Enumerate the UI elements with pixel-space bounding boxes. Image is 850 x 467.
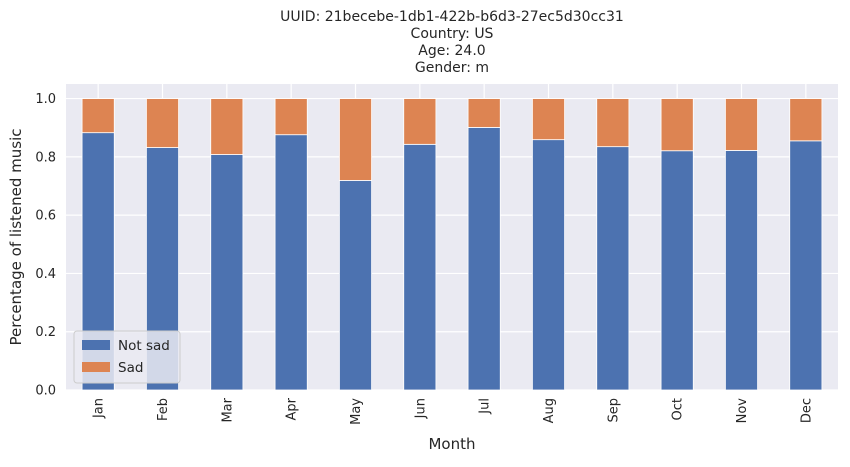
legend-swatch-not-sad: [82, 340, 110, 350]
title-line-gender: Gender: m: [415, 60, 489, 76]
chart-title: UUID: 21becebe-1db1-422b-b6d3-27ec5d30cc…: [280, 9, 624, 76]
bar-not-sad-nov: [725, 150, 758, 391]
x-tick-label: Oct: [671, 398, 686, 420]
x-tick-labels: Jan Feb Mar Apr May Jun Jul Aug Sep Oct Nov Dec: [92, 397, 815, 425]
legend-swatch-sad: [82, 362, 110, 372]
bar-sad-may: [339, 98, 372, 181]
x-tick-label: Apr: [285, 397, 300, 420]
x-tick-label: May: [349, 398, 364, 425]
bar-sad-dec: [789, 98, 823, 142]
x-tick-label: Mar: [220, 397, 235, 422]
bar-not-sad-aug: [532, 139, 565, 391]
bars: [81, 98, 823, 391]
y-tick-label: 0.8: [35, 150, 56, 165]
bar-not-sad-may: [339, 180, 372, 391]
x-axis-label: Month: [428, 435, 475, 453]
bar-not-sad-oct: [660, 150, 694, 391]
title-line-country: Country: US: [411, 26, 494, 42]
legend: Not sad Sad: [73, 330, 181, 384]
x-tick-label: Dec: [799, 398, 814, 423]
bar-sad-sep: [596, 98, 630, 148]
bar-not-sad-dec: [789, 140, 823, 391]
bar-sad-jun: [403, 98, 437, 145]
bar-not-sad-mar: [210, 154, 244, 391]
x-tick-label: Jun: [413, 398, 428, 419]
legend-label-sad: Sad: [118, 360, 143, 376]
bar-sad-feb: [146, 98, 179, 148]
bar-sad-aug: [532, 98, 565, 141]
bar-sad-nov: [725, 98, 758, 151]
bar-not-sad-jun: [403, 143, 437, 391]
bar-sad-jan: [81, 98, 115, 134]
y-tick-label: 0.0: [35, 384, 56, 399]
bar-not-sad-apr: [274, 134, 308, 391]
bar-sad-oct: [660, 98, 694, 152]
x-tick-label: Nov: [735, 398, 750, 424]
bar-sad-jul: [467, 98, 501, 128]
title-line-uuid: UUID: 21becebe-1db1-422b-b6d3-27ec5d30cc…: [280, 9, 624, 25]
bar-not-sad-jul: [467, 127, 501, 391]
x-tick-label: Sep: [606, 398, 621, 423]
y-tick-labels: 0.0 0.2 0.4 0.6 0.8 1.0: [35, 92, 56, 398]
bar-not-sad-sep: [596, 146, 630, 391]
y-tick-label: 0.4: [35, 267, 56, 282]
y-tick-label: 1.0: [35, 92, 56, 107]
legend-label-not-sad: Not sad: [118, 338, 170, 354]
bar-sad-mar: [210, 98, 244, 155]
title-line-age: Age: 24.0: [418, 43, 485, 59]
x-tick-label: Jan: [92, 398, 107, 419]
x-tick-label: Jul: [478, 398, 493, 415]
x-tick-label: Aug: [542, 398, 557, 423]
y-tick-label: 0.6: [35, 209, 56, 224]
plot-area: [66, 84, 838, 390]
y-tick-label: 0.2: [35, 325, 56, 340]
x-tick-label: Feb: [156, 398, 171, 421]
bar-sad-apr: [274, 98, 308, 136]
y-axis-label: Percentage of listened music: [7, 128, 25, 345]
